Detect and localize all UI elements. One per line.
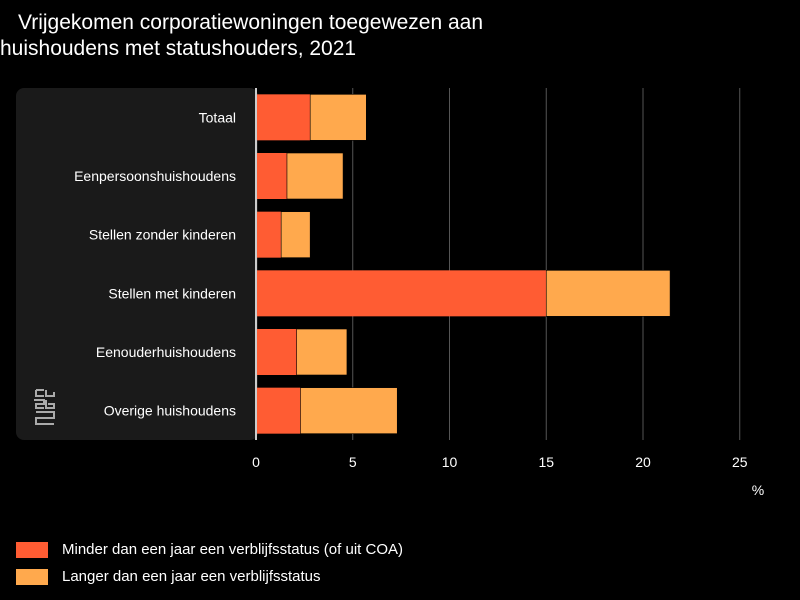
bar-segment-series-0[interactable] [256,211,282,258]
category-labels: Totaal Eenpersoonshuishoudens Stellen zond… [74,109,236,418]
chart-title-line-2: huishoudens met statushouders, 2021 [0,37,357,60]
category-label: Stellen met kinderen [108,285,236,301]
bar-segment-series-0[interactable] [256,153,287,199]
grid-lines [352,88,741,440]
x-tick-label-0: 0 [252,454,260,470]
x-tick-label-25: 25 [732,454,748,470]
x-tick-label-15: 15 [538,454,554,470]
chart-title-line-1: Vrijgekomen corporatiewoningen toegeweze… [18,11,484,34]
bar-segment-series-1[interactable] [545,270,671,317]
bar-segment-series-0[interactable] [256,329,297,375]
category-label: Totaal [199,109,236,125]
legend-label-langer: Langer dan een jaar een verblijfsstatus [62,568,321,585]
category-label: Overige huishoudens [104,403,236,419]
bar-segment-series-1[interactable] [286,152,344,200]
legend-label-minder: Minder dan een jaar een verblijfsstatus … [62,541,403,558]
bar-segment-series-0[interactable] [256,270,547,317]
category-label: Eenouderhuishoudens [96,344,236,360]
x-axis-label: % [752,482,764,498]
legend-item-langer: Langer dan een jaar een verblijfsstatus [16,563,403,590]
bar-segment-series-1[interactable] [280,211,311,258]
category-panel [16,88,258,440]
bars [256,94,671,434]
category-label: Eenpersoonshuishoudens [74,168,236,184]
x-tick-label-20: 20 [635,454,651,470]
x-tick-label-10: 10 [442,454,458,470]
x-tick-label-5: 5 [349,454,357,470]
bar-segment-series-1[interactable] [309,94,367,141]
x-tick-labels: 0 5 10 15 20 25 [252,454,748,470]
bar-segment-series-1[interactable] [296,328,348,376]
bar-segment-series-1[interactable] [300,387,398,434]
chart-title: Vrijgekomen corporatiewoningen toegeweze… [0,10,560,62]
cbs-logo-icon [34,389,55,425]
bar-segment-series-0[interactable] [256,387,301,434]
legend-swatch-langer [16,568,48,585]
legend-swatch-minder [16,541,48,558]
category-label: Stellen zonder kinderen [89,227,236,243]
bar-segment-series-0[interactable] [256,94,311,141]
legend: Minder dan een jaar een verblijfsstatus … [16,536,403,590]
legend-item-minder: Minder dan een jaar een verblijfsstatus … [16,536,403,563]
